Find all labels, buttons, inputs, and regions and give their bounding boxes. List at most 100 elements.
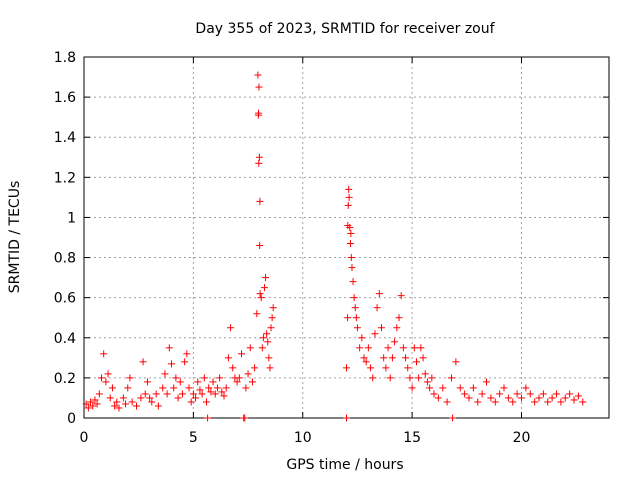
data-point [430, 390, 438, 398]
data-point [356, 344, 364, 352]
data-point [224, 354, 232, 362]
data-point [152, 390, 160, 398]
data-point [100, 350, 108, 358]
data-point [254, 71, 262, 79]
data-point [352, 314, 360, 322]
data-point [353, 324, 361, 332]
data-point [87, 398, 95, 406]
plot-frame [83, 56, 610, 419]
data-point [496, 390, 504, 398]
data-point [163, 390, 171, 398]
data-point [255, 153, 263, 161]
data-point [483, 378, 490, 386]
data-point [254, 111, 262, 119]
data-point [378, 324, 385, 332]
data-point [478, 390, 486, 398]
data-point [178, 390, 186, 398]
data-point [241, 414, 249, 422]
data-point [256, 197, 264, 205]
data-point [574, 392, 582, 400]
data-point [343, 364, 350, 372]
data-point [469, 384, 477, 392]
data-point [124, 384, 132, 392]
data-point [256, 242, 264, 250]
data-point [345, 193, 353, 201]
x-tick-labels: 0 5 10 15 20 [80, 430, 531, 446]
y-axis-label: SRMTID / TECUs [7, 181, 23, 294]
data-point [375, 290, 383, 298]
data-point [137, 394, 145, 402]
data-point [434, 394, 442, 402]
data-point [413, 358, 420, 366]
data-point [126, 374, 134, 382]
data-point [456, 384, 464, 392]
data-point [248, 378, 256, 386]
data-point [258, 344, 266, 352]
data-point [113, 398, 121, 406]
data-point [266, 364, 274, 372]
data-point [253, 310, 261, 318]
data-point [209, 378, 217, 386]
data-point [205, 384, 213, 392]
x-tick-label: 5 [189, 430, 198, 446]
data-point [349, 278, 357, 286]
grid-layer [84, 57, 609, 418]
data-point [181, 358, 189, 366]
data-point [380, 354, 388, 362]
data-point [89, 402, 97, 410]
data-point [159, 384, 167, 392]
y-tick-label: 0 [67, 411, 76, 427]
data-point [104, 370, 112, 378]
data-point [267, 324, 275, 332]
data-point [264, 338, 272, 346]
data-point [207, 388, 215, 396]
data-point [522, 384, 530, 392]
data-point [233, 378, 241, 386]
data-point [395, 314, 403, 322]
data-point [397, 292, 405, 300]
data-point [344, 314, 352, 322]
data-point [535, 394, 543, 402]
data-point [421, 370, 429, 378]
data-points [82, 71, 587, 422]
data-point [419, 354, 427, 362]
data-point [235, 374, 243, 382]
data-point [251, 364, 259, 372]
data-point [269, 304, 277, 312]
data-point [364, 344, 372, 352]
data-point [415, 374, 423, 382]
data-point [439, 384, 447, 392]
data-point [347, 254, 355, 262]
data-point [218, 388, 226, 396]
data-point [141, 390, 149, 398]
data-point [161, 370, 169, 378]
data-point [198, 390, 206, 398]
data-point [351, 304, 359, 312]
data-point [211, 390, 219, 398]
data-point [423, 378, 431, 386]
data-point [196, 386, 204, 394]
data-point [220, 392, 228, 400]
data-point [102, 378, 110, 386]
data-point [128, 398, 136, 406]
data-point [443, 398, 451, 406]
data-point [566, 390, 574, 398]
data-point [500, 384, 508, 392]
chart-title: Day 355 of 2023, SRMTID for receiver zou… [195, 21, 495, 37]
data-point [203, 398, 210, 406]
ticks-layer [83, 56, 609, 419]
data-point [192, 394, 200, 402]
data-point [260, 284, 268, 292]
data-point [509, 398, 517, 406]
y-tick-label: 0.2 [54, 371, 76, 387]
data-point [426, 384, 434, 392]
data-point [526, 390, 534, 398]
y-tick-labels: 0 0.2 0.4 0.6 0.8 1 1.2 1.4 1.6 1.8 [54, 50, 76, 427]
data-point [343, 414, 350, 422]
data-point [229, 364, 237, 372]
data-point [216, 374, 224, 382]
data-point [262, 274, 270, 282]
data-point [474, 398, 482, 406]
data-point [115, 404, 123, 412]
x-tick-label: 10 [294, 430, 312, 446]
